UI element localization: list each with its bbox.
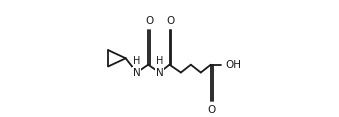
Text: N: N — [133, 68, 141, 78]
Text: H: H — [133, 56, 140, 66]
Text: O: O — [207, 105, 216, 115]
Text: OH: OH — [225, 60, 241, 70]
Text: O: O — [145, 16, 153, 26]
Text: H: H — [156, 56, 163, 66]
Text: N: N — [156, 68, 163, 78]
Text: O: O — [166, 16, 175, 26]
